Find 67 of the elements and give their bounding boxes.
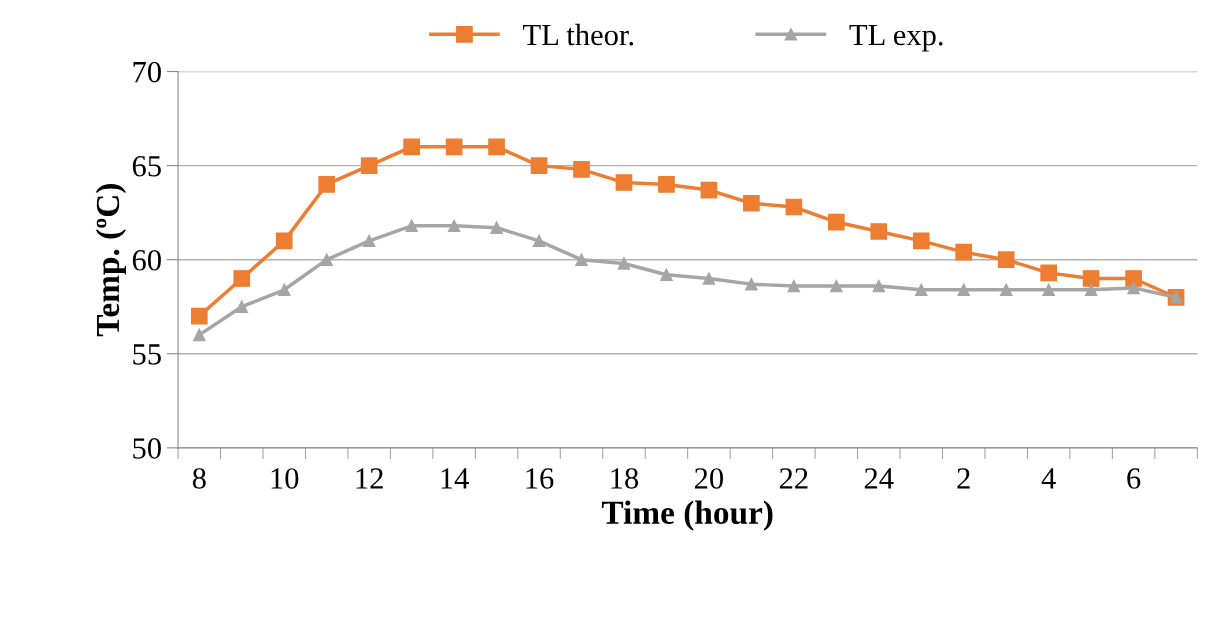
- x-tick-label: 6: [1127, 468, 1141, 489]
- point: [660, 268, 673, 281]
- x-tick-label: 2: [957, 468, 970, 489]
- point: [957, 283, 970, 297]
- point: [743, 194, 760, 212]
- point: [999, 283, 1013, 297]
- point: [190, 307, 208, 325]
- point: [573, 161, 590, 178]
- point: [575, 253, 588, 266]
- point: [745, 277, 758, 291]
- point: [702, 272, 716, 285]
- point: [405, 219, 418, 233]
- point: [915, 283, 928, 297]
- point: [488, 138, 505, 156]
- point: [872, 279, 886, 293]
- point: [870, 223, 888, 240]
- point: [275, 232, 293, 250]
- point: [360, 157, 378, 174]
- x-tick-label: 16: [526, 468, 554, 489]
- point: [447, 219, 461, 233]
- y-tick-label: 65: [132, 155, 161, 177]
- point: [700, 181, 718, 199]
- point: [1127, 281, 1140, 295]
- point: [830, 279, 843, 293]
- point: [787, 279, 801, 293]
- point: [403, 138, 420, 156]
- point: [997, 251, 1015, 269]
- point: [193, 328, 206, 342]
- point: [617, 257, 631, 270]
- y-tick-label: 55: [133, 344, 161, 365]
- legend-label: TL exp.: [849, 25, 943, 52]
- x-tick-label: 4: [1041, 468, 1056, 489]
- point: [658, 176, 675, 193]
- y-axis-title: Temp. (ºC): [95, 184, 126, 337]
- y-tick-label: 50: [133, 438, 161, 459]
- point: [785, 198, 803, 216]
- point: [1084, 283, 1098, 297]
- x-tick-label: 20: [694, 468, 724, 489]
- x-axis-title: Time (hour): [601, 500, 773, 531]
- point: [362, 234, 376, 248]
- x-tick-label: 24: [864, 468, 894, 489]
- x-tick-label: 12: [356, 468, 383, 489]
- point: [827, 213, 845, 231]
- x-tick-label: 22: [779, 468, 808, 489]
- point: [490, 221, 503, 234]
- x-tick-label: 18: [611, 468, 639, 489]
- point: [1042, 283, 1055, 297]
- point: [277, 283, 291, 297]
- y-tick-label: 60: [132, 249, 161, 271]
- point: [955, 243, 973, 261]
- y-tick-label: 70: [133, 61, 161, 83]
- point: [615, 174, 633, 191]
- legend-label: TL theor.: [523, 23, 634, 46]
- point: [320, 253, 333, 266]
- x-tick-label: 10: [271, 468, 299, 489]
- point: [445, 138, 463, 156]
- point: [1125, 270, 1142, 287]
- point: [530, 157, 548, 174]
- point: [235, 300, 249, 313]
- point: [1040, 264, 1057, 282]
- point: [1082, 270, 1100, 287]
- point: [912, 232, 930, 250]
- point: [318, 176, 336, 193]
- point: [233, 270, 251, 287]
- x-tick-label: 14: [441, 468, 469, 489]
- point: [532, 234, 546, 248]
- x-tick-label: 8: [192, 468, 206, 489]
